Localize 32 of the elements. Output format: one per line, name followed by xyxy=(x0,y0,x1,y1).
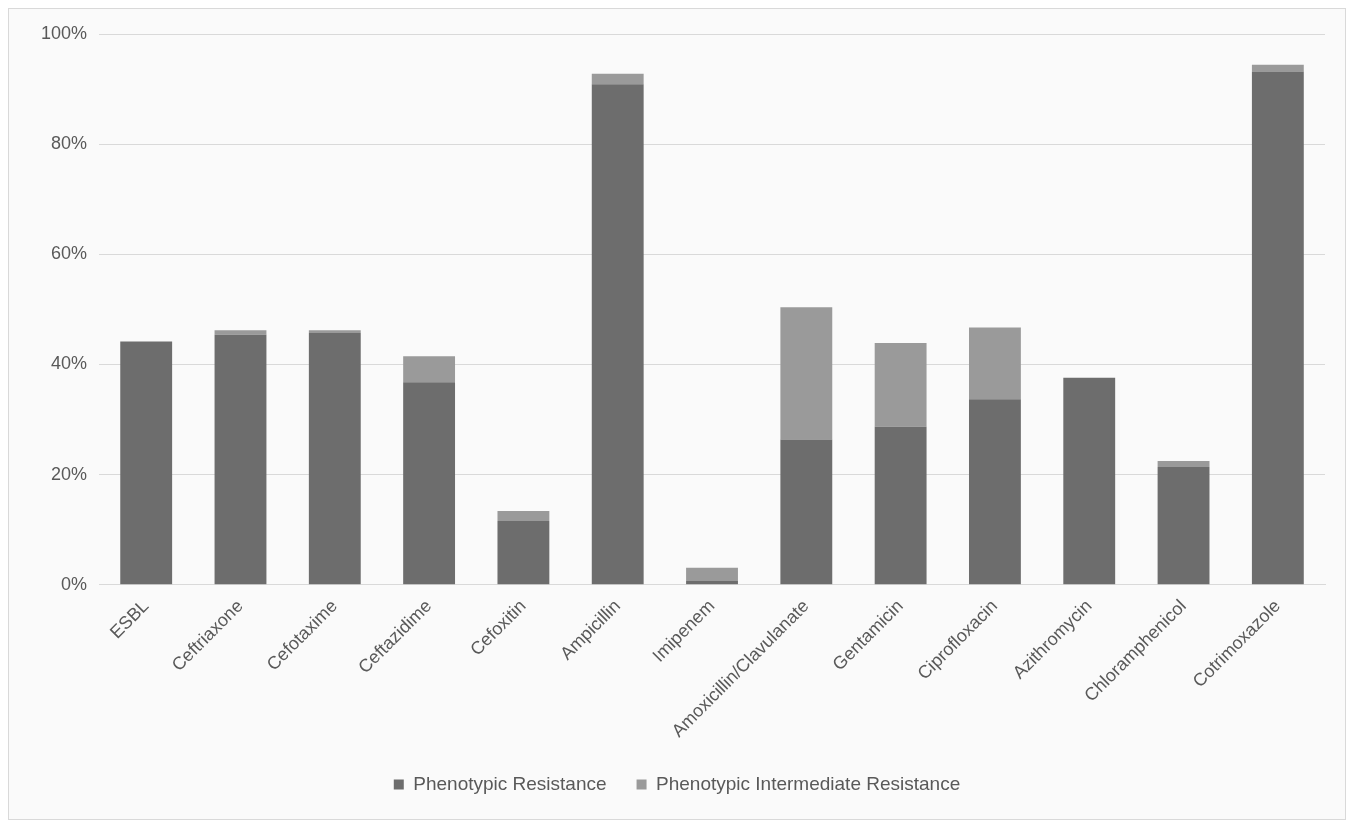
y-tick-label: 80% xyxy=(51,133,88,154)
bar xyxy=(497,511,550,521)
y-tick-label: 20% xyxy=(51,463,88,484)
y-tick-label: 60% xyxy=(51,243,88,264)
bar xyxy=(780,439,833,585)
legend-label: Phenotypic Intermediate Resistance xyxy=(656,772,961,794)
y-tick-label: 40% xyxy=(51,353,88,374)
y-tick-label: 0% xyxy=(61,573,88,594)
bar xyxy=(497,520,550,585)
legend-label: Phenotypic Resistance xyxy=(413,772,607,794)
bar xyxy=(403,356,456,383)
bar xyxy=(308,333,361,585)
bar xyxy=(591,73,644,85)
bar xyxy=(1157,466,1210,585)
bar xyxy=(1157,460,1210,467)
bar xyxy=(1063,377,1116,585)
bar xyxy=(686,581,738,585)
bar xyxy=(591,84,644,585)
bar xyxy=(1251,64,1304,72)
bar xyxy=(969,399,1021,585)
bar xyxy=(214,330,267,335)
bar xyxy=(120,341,173,585)
bar xyxy=(214,334,267,585)
bar xyxy=(780,307,833,440)
bar xyxy=(874,343,927,427)
y-tick-label: 100% xyxy=(40,22,88,43)
bar xyxy=(969,327,1021,400)
bar xyxy=(1251,71,1304,585)
bar xyxy=(874,426,927,585)
bar xyxy=(403,382,456,585)
bar xyxy=(308,330,361,334)
bar xyxy=(686,567,738,581)
